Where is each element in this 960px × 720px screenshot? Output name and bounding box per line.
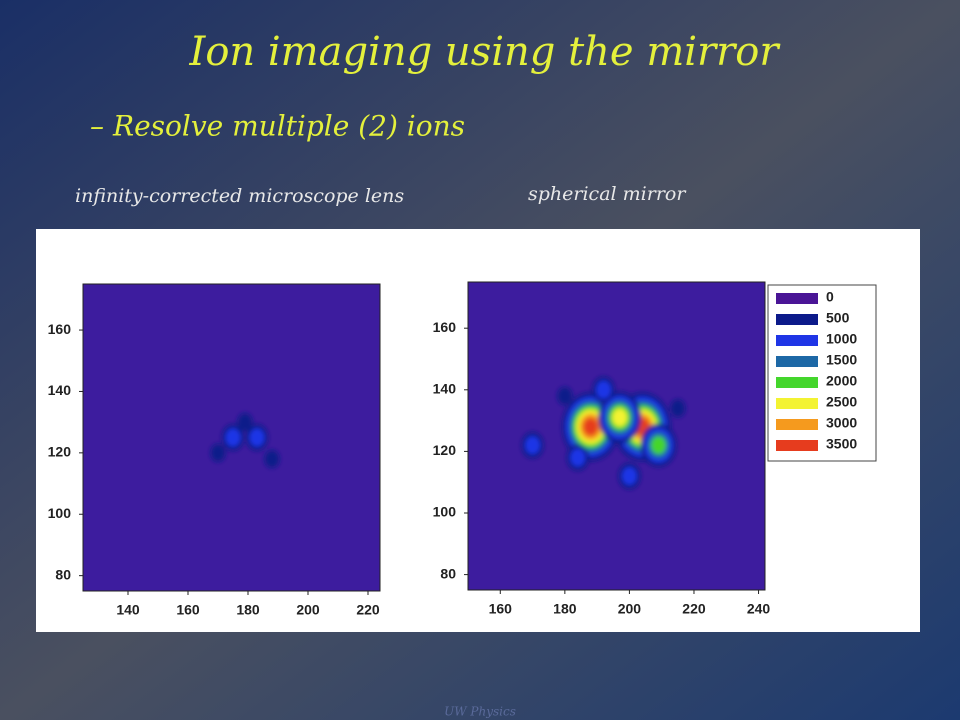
legend-label: 3500	[826, 436, 857, 452]
x-tick-label: 180	[236, 602, 260, 618]
y-tick-label: 120	[48, 444, 72, 460]
intensity-peak	[210, 443, 226, 462]
x-tick-label: 200	[296, 602, 320, 618]
intensity-layer	[210, 413, 280, 468]
intensity-peak	[640, 423, 677, 467]
x-tick-label: 240	[747, 601, 771, 617]
x-tick-label: 200	[618, 601, 642, 617]
x-tick-label: 160	[489, 601, 513, 617]
peak-ring	[557, 386, 573, 405]
y-tick-label: 160	[48, 321, 72, 337]
peak-ring	[225, 428, 241, 447]
peak-ring	[210, 443, 226, 462]
x-tick-label: 160	[176, 602, 200, 618]
legend-label: 1500	[826, 352, 857, 368]
legend-swatch	[776, 440, 818, 451]
intensity-peak	[670, 399, 686, 418]
intensity-peak	[521, 432, 544, 459]
bullet: Resolve multiple (2) ions	[112, 110, 465, 143]
legend-swatch	[776, 356, 818, 367]
intensity-peak	[557, 386, 573, 405]
intensity-peak	[618, 462, 641, 490]
legend-swatch	[776, 377, 818, 388]
intensity-peak	[592, 376, 615, 403]
x-tick-label: 140	[116, 602, 140, 618]
caption: spherical mirror	[528, 183, 687, 205]
peak-ring	[596, 380, 612, 399]
peak-ring	[650, 436, 666, 455]
title: Ion imaging using the mirror	[189, 29, 782, 75]
peak-ring	[264, 449, 280, 468]
intensity-peak	[237, 413, 253, 432]
intensity-peak	[264, 449, 280, 468]
legend-swatch	[776, 314, 818, 325]
peak-ring	[621, 467, 637, 486]
legend-swatch	[776, 419, 818, 430]
peak-ring	[249, 428, 265, 447]
intensity-peak	[598, 391, 642, 444]
caption: infinity-corrected microscope lens	[75, 185, 404, 207]
y-tick-label: 140	[433, 381, 457, 397]
peak-ring	[612, 408, 628, 427]
x-tick-label: 220	[682, 601, 706, 617]
legend-label: 2500	[826, 394, 857, 410]
y-tick-label: 100	[433, 504, 457, 520]
footer: UW Physics	[444, 705, 516, 719]
bullet-marker: –	[90, 110, 104, 143]
intensity-peak	[566, 444, 589, 471]
intensity-peak	[246, 424, 268, 451]
peak-ring	[570, 448, 586, 467]
legend-label: 3000	[826, 415, 857, 431]
y-tick-label: 140	[48, 382, 72, 398]
x-tick-label: 180	[553, 601, 577, 617]
y-tick-label: 80	[55, 566, 71, 582]
legend-swatch	[776, 335, 818, 346]
legend-label: 0	[826, 289, 834, 305]
peak-ring	[583, 417, 599, 436]
intensity-layer	[521, 376, 686, 490]
legend-label: 1000	[826, 331, 857, 347]
y-tick-label: 100	[48, 505, 72, 521]
legend-swatch	[776, 293, 818, 304]
legend-label: 500	[826, 310, 850, 326]
peak-ring	[525, 436, 541, 455]
peak-ring	[237, 413, 253, 432]
y-tick-label: 80	[440, 565, 456, 581]
peak-ring	[670, 399, 686, 418]
legend-box	[767, 284, 877, 462]
y-tick-label: 120	[433, 442, 457, 458]
x-tick-label: 220	[356, 602, 380, 618]
legend-label: 2000	[826, 373, 857, 389]
y-tick-label: 160	[433, 319, 457, 335]
intensity-peak	[222, 424, 244, 451]
legend-swatch	[776, 398, 818, 409]
